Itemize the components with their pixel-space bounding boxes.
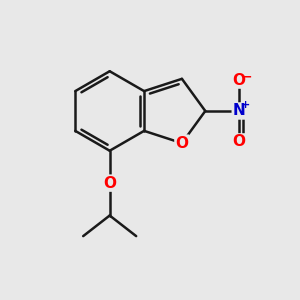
Text: +: + bbox=[241, 100, 250, 110]
Text: O: O bbox=[232, 134, 246, 149]
Text: N: N bbox=[233, 103, 245, 118]
Text: O: O bbox=[103, 176, 116, 190]
Text: O: O bbox=[232, 73, 246, 88]
Text: −: − bbox=[242, 70, 253, 84]
Text: O: O bbox=[176, 136, 188, 151]
